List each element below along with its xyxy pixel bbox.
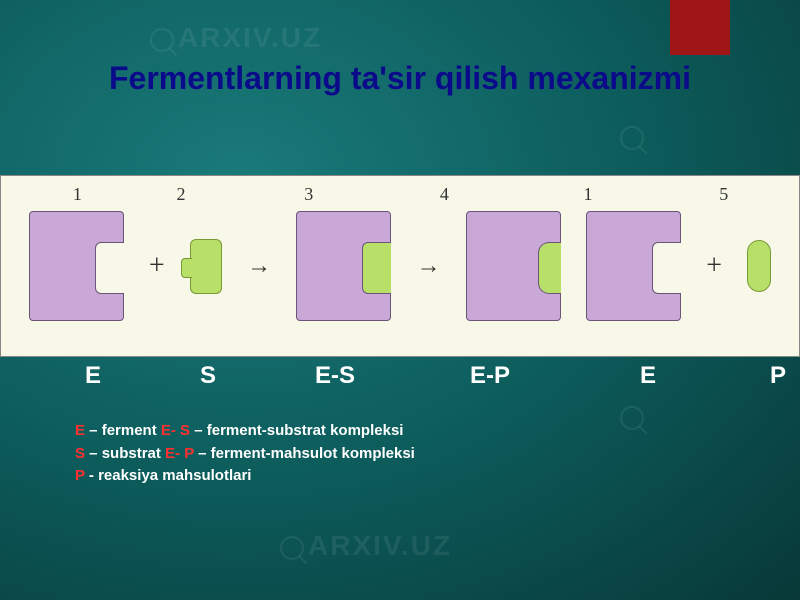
stage-label: E — [85, 362, 101, 390]
arrow-icon: → — [417, 252, 441, 280]
accent-bar — [670, 0, 730, 55]
stage-label: S — [200, 362, 216, 390]
watermark — [620, 120, 648, 152]
stage-label: E — [640, 362, 656, 390]
product-shape — [747, 240, 771, 292]
legend: E – ferment E- S – ferment-substrat komp… — [75, 420, 415, 488]
legend-line: E – ferment E- S – ferment-substrat komp… — [75, 420, 415, 443]
legend-line: P - reaksiya mahsulotlari — [75, 465, 415, 488]
watermark — [620, 400, 648, 432]
stage-label: E-P — [470, 362, 510, 390]
enzyme-product-complex — [466, 211, 561, 321]
watermark: ARXIV.UZ — [150, 22, 322, 54]
page-title: Fermentlarning ta'sir qilish mexanizmi — [0, 60, 800, 97]
enzyme-shape — [586, 211, 681, 321]
arrow-icon: → — [247, 252, 271, 280]
legend-line: S – substrat E- P – ferment-mahsulot kom… — [75, 443, 415, 466]
watermark: ARXIV.UZ — [280, 530, 452, 562]
stage-label: E-S — [315, 362, 355, 390]
stage-label: P — [770, 362, 786, 390]
enzyme-shape — [29, 211, 124, 321]
plus-operator: + — [149, 250, 165, 282]
mechanism-diagram: 1 2 3 4 1 5 + → → + — [0, 175, 800, 357]
enzyme-substrate-complex — [296, 211, 391, 321]
plus-operator: + — [706, 250, 722, 282]
substrate-shape — [190, 239, 222, 294]
